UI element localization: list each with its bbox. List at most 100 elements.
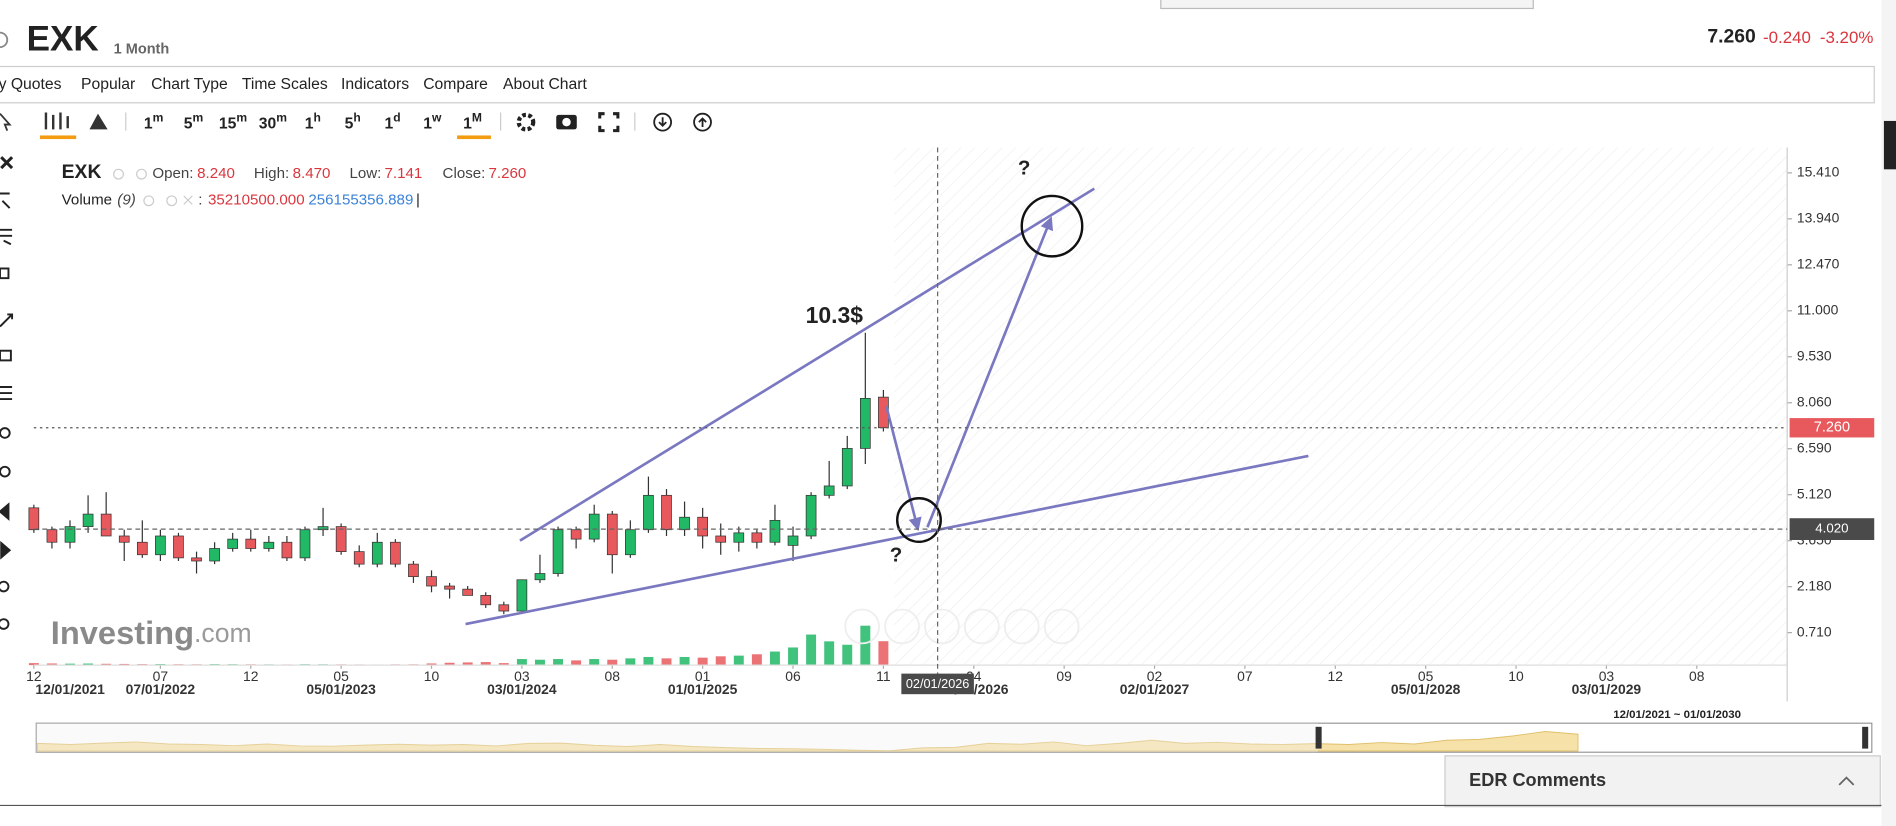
annotation: ? <box>890 544 903 567</box>
volume-bar <box>498 663 509 666</box>
tool[interactable] <box>0 427 11 439</box>
cursor-tool[interactable] <box>0 113 12 131</box>
timescale-number: 1 <box>423 116 432 133</box>
settings-icon[interactable] <box>516 112 536 132</box>
volume-bar <box>824 641 835 666</box>
navigator-handle[interactable] <box>1315 726 1322 749</box>
candle-body <box>173 535 184 559</box>
candle-type-icon[interactable] <box>44 112 69 130</box>
timescale[interactable]: 15m <box>219 111 247 133</box>
candle-body <box>751 532 763 543</box>
scrollbar[interactable] <box>1881 0 1896 826</box>
timescale[interactable]: 1m <box>144 111 163 133</box>
overlay: 7.260 4.020 02/01/2026 <box>33 147 1875 695</box>
menu-item[interactable]: Compare <box>423 76 488 93</box>
x-tick-label: 03 <box>514 668 530 684</box>
timescale[interactable]: 5h <box>345 111 361 133</box>
timescale-unit: M <box>472 111 482 125</box>
menu-item[interactable]: My Quotes <box>0 76 62 93</box>
timescale[interactable]: 1h <box>305 111 321 133</box>
tool[interactable] <box>0 228 13 246</box>
annotation: ? <box>1018 157 1031 180</box>
x-tick-label-major: 02/01/2027 <box>1120 681 1190 697</box>
menu-item[interactable]: Popular <box>81 76 135 93</box>
timescale-unit: m <box>236 111 247 125</box>
download-icon[interactable] <box>653 112 673 132</box>
candle-body <box>82 513 94 527</box>
trend-line <box>519 187 1096 542</box>
navigator-range: 12/01/2021 ~ 01/01/2030 <box>1613 709 1741 721</box>
arrow <box>885 406 922 532</box>
tool[interactable] <box>0 465 11 478</box>
tool[interactable] <box>0 502 10 521</box>
legend-close: 7.260 <box>489 165 527 182</box>
x-tick-label: 09 <box>1056 668 1072 684</box>
timescale-number: 5 <box>184 116 193 133</box>
candle-body <box>715 535 727 543</box>
legend-icons <box>113 168 193 207</box>
timescale-number: 30 <box>259 116 277 133</box>
menu-item[interactable]: Chart Type <box>151 76 228 93</box>
candle-body <box>408 563 419 578</box>
logo-suffix: .com <box>194 618 252 648</box>
symbol: EXK <box>27 19 99 58</box>
menu-item[interactable]: About Chart <box>503 76 588 93</box>
area-type-icon[interactable] <box>89 113 108 130</box>
x-tick-label: 01 <box>695 668 711 684</box>
tool[interactable] <box>0 580 10 593</box>
upload-arrow <box>698 117 707 127</box>
candle-body <box>100 513 112 537</box>
x-tick-label: 02 <box>1147 668 1163 684</box>
tool[interactable] <box>0 349 12 362</box>
volume-bar <box>878 641 889 666</box>
navigator-handle[interactable] <box>1862 726 1869 749</box>
y-tick-label: 15.410 <box>1797 164 1840 180</box>
menu-item[interactable]: Indicators <box>341 76 409 93</box>
timescale[interactable]: 1w <box>423 111 442 133</box>
circle-marker <box>1020 194 1084 258</box>
trend-line <box>465 454 1309 626</box>
download-arrow <box>658 117 667 128</box>
candle-body <box>805 494 817 537</box>
tool[interactable] <box>0 540 12 560</box>
upload-icon[interactable] <box>693 112 712 132</box>
tool-close[interactable] <box>0 156 14 170</box>
x-tick-label-major: 05/01/2023 <box>306 681 376 697</box>
legend-symbol: EXK <box>62 161 102 183</box>
candle-body <box>570 529 582 540</box>
x-tick-label: 07 <box>1237 668 1253 684</box>
candle-body <box>64 526 76 543</box>
timescale[interactable]: 5m <box>184 111 203 133</box>
candle-body <box>299 529 311 559</box>
tool[interactable] <box>0 618 10 630</box>
menu: My Quotes Popular Chart Type Time Scales Ind… <box>0 76 588 93</box>
timescale[interactable]: 30m <box>259 111 287 133</box>
candle-body <box>118 535 130 543</box>
tool[interactable] <box>0 267 10 280</box>
search-icon[interactable] <box>0 31 9 49</box>
tool[interactable] <box>0 192 11 209</box>
tool[interactable] <box>0 386 13 401</box>
timescale-number: 1 <box>463 116 472 133</box>
y-tick-label: 13.940 <box>1797 210 1840 226</box>
legend-volume-ma: 256155356.889 <box>308 192 413 209</box>
comments-panel[interactable] <box>1444 755 1881 808</box>
fullscreen-icon[interactable] <box>598 112 620 133</box>
candle-body <box>191 557 202 562</box>
x-tick-label: 06 <box>785 668 801 684</box>
volume-bar <box>842 644 853 666</box>
timescale[interactable]: 1d <box>385 111 401 133</box>
camera-lens <box>562 117 571 127</box>
x-tick-label-major: 05/01/2028 <box>1391 681 1461 697</box>
volume-bar <box>65 663 75 666</box>
candle-body <box>769 519 781 543</box>
menu-item[interactable]: Time Scales <box>242 76 328 93</box>
tool[interactable] <box>0 313 14 328</box>
volume-bar <box>516 659 527 666</box>
volume-bar <box>444 662 455 666</box>
scrollbar-thumb[interactable] <box>1883 120 1896 170</box>
x-tick-label: 12 <box>26 668 42 684</box>
timescale[interactable]: 1M <box>463 111 482 133</box>
collapse-icon[interactable] <box>1838 776 1855 786</box>
